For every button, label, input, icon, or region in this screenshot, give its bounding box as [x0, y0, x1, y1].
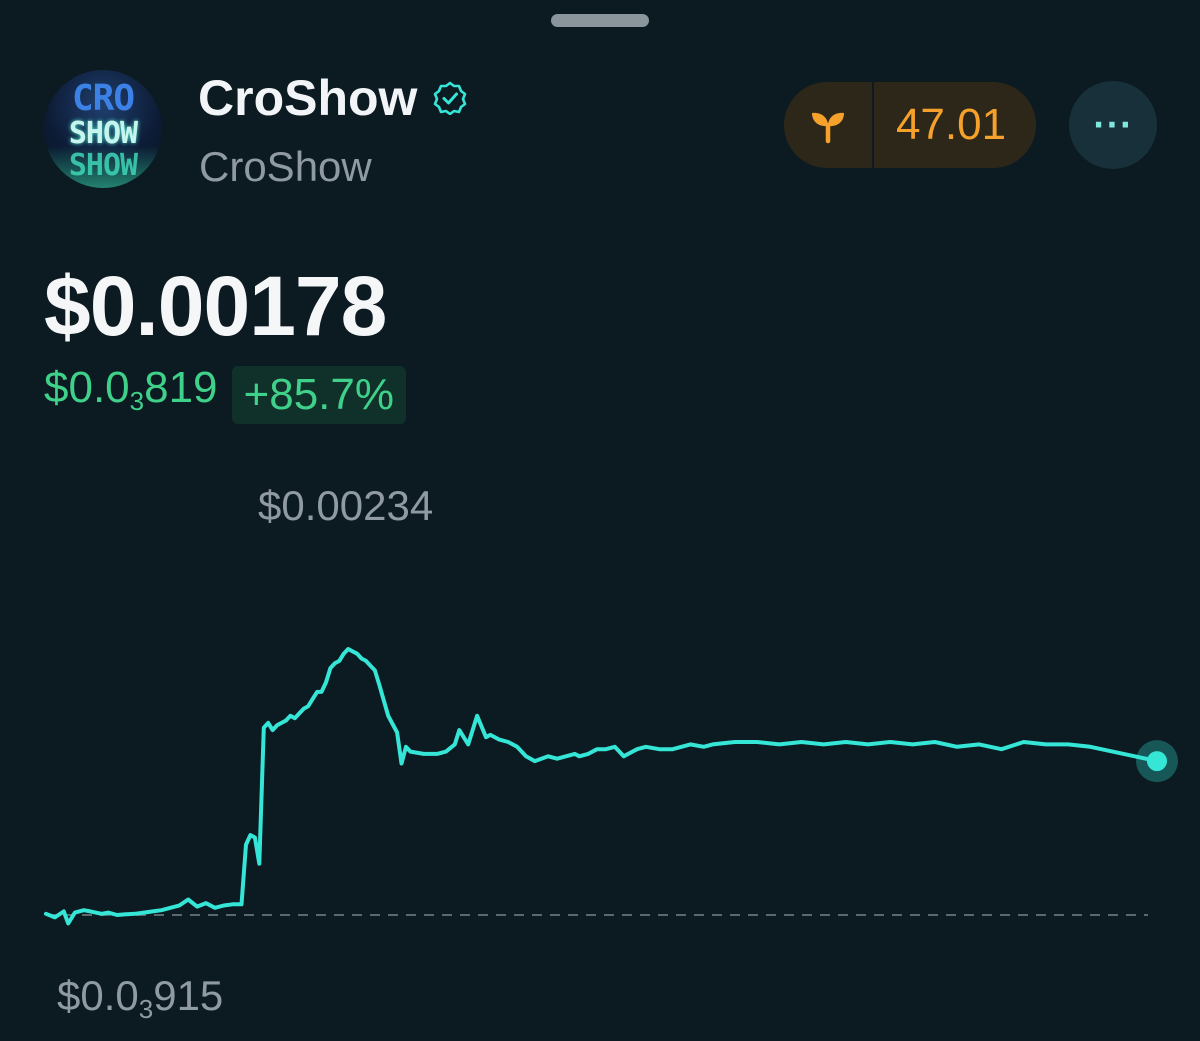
token-avatar: CRO SHOW SHOW: [44, 70, 162, 188]
avatar-text-line-2: SHOW: [68, 116, 138, 151]
avatar-text-line-3: SHOW: [68, 148, 138, 183]
sheet-grab-handle[interactable]: [551, 14, 649, 27]
score-value: 47.01: [895, 100, 1007, 149]
token-name: CroShow: [198, 70, 418, 126]
price-change-row: $0.03819 +85.7%: [44, 360, 406, 429]
current-price: $0.00178: [44, 259, 387, 353]
token-name-row: CroShow: [198, 68, 467, 128]
score-pill[interactable]: 47.01: [784, 82, 1036, 168]
chart-price-line: [44, 647, 1159, 926]
score-pill-divider: [872, 82, 874, 168]
avatar-text-line-1: CRO: [71, 78, 135, 119]
verified-badge-icon: [434, 81, 467, 115]
sprout-icon: [784, 82, 872, 168]
more-options-button[interactable]: ···: [1069, 81, 1157, 169]
chart-low-label: $0.03915: [57, 972, 224, 1024]
chart-end-point: [1147, 751, 1167, 772]
more-dots-icon: ···: [1092, 107, 1134, 143]
price-change-percent-badge: +85.7%: [231, 365, 406, 424]
token-handle: CroShow: [199, 143, 372, 190]
chart-high-label: $0.00234: [258, 482, 434, 529]
chart-end-point-halo: [1136, 740, 1178, 783]
price-change-absolute: $0.03819: [44, 363, 218, 416]
avatar-glow: [44, 146, 162, 188]
